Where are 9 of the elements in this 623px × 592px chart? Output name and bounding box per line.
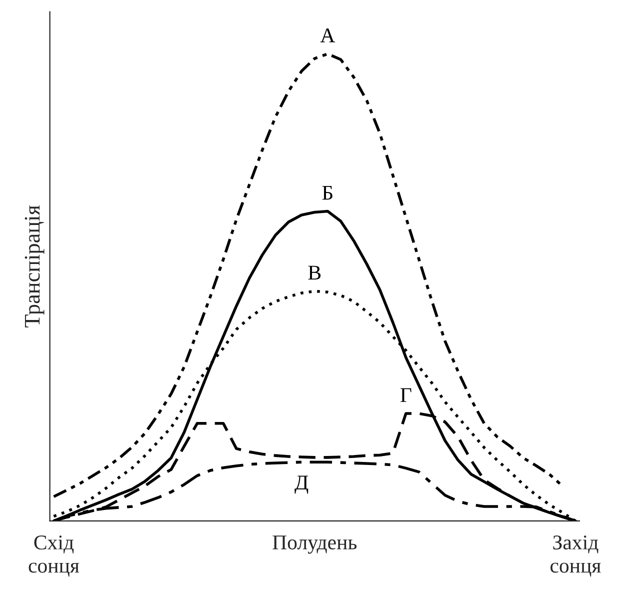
x-tick-label: Захід сонця [550,536,601,577]
series-label: В [308,266,321,280]
x-tick-label: Полудень [272,536,357,554]
series-label: А [320,28,336,42]
y-axis-title: Транспірація [24,205,44,328]
series-label: Г [400,388,412,402]
series-label: Д [294,476,308,494]
series-label: Б [322,186,332,200]
x-tick-label: Схід сонця [28,536,80,577]
